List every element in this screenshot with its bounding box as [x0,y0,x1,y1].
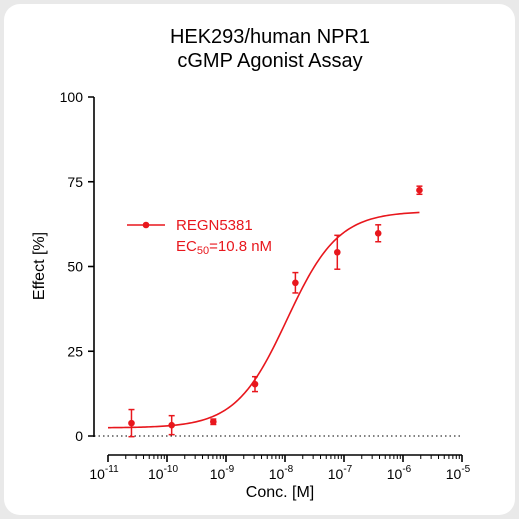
y-axis-label: Effect [%] [31,232,48,300]
data-point [210,418,217,426]
axes [88,96,463,462]
x-tick-label: 10-5 [446,464,471,482]
y-tick-label: 100 [60,89,84,105]
marker [251,380,259,388]
legend-marker [142,221,150,229]
x-tick-label: 10-8 [269,464,294,482]
y-tick-label: 0 [75,428,83,444]
y-tick-label: 25 [67,343,83,359]
marker [168,421,175,429]
fit-curve [107,211,420,429]
x-tick-label: 10-10 [148,464,178,482]
data-point [374,224,382,243]
data-points [128,185,423,438]
marker [374,229,382,237]
tick-labels: 0 25 50 75 100 10-11 10-10 10-9 10-8 10-7 10-6 10-5 [60,89,471,482]
chart-title-line-1: HEK293/human NPR1 [170,26,370,48]
marker [292,279,299,287]
y-tick-label: 75 [67,174,83,190]
marker [128,419,135,427]
data-point [416,185,423,196]
marker [416,186,423,194]
chart-title: HEK293/human NPR1 cGMP Agonist Assay [170,26,370,72]
dose-response-chart: HEK293/human NPR1 cGMP Agonist Assay 0 25… [31,26,471,501]
legend: REGN5381 EC50=10.8 nM [127,217,272,257]
data-point [128,408,135,438]
data-point [168,414,175,436]
marker [210,418,217,426]
data-point [251,375,259,393]
fit-curve-group [107,211,420,429]
data-point [334,234,341,270]
legend-ec50: EC50=10.8 nM [176,238,272,257]
x-tick-label: 10-6 [387,464,412,482]
chart-card: HEK293/human NPR1 cGMP Agonist Assay 0 25… [4,4,515,515]
data-point [292,271,299,294]
y-tick-label: 50 [67,259,83,275]
marker [334,248,341,256]
x-axis-label: Conc. [M] [246,484,314,501]
x-tick-label: 10-11 [89,464,119,482]
chart-title-line-2: cGMP Agonist Assay [177,50,362,72]
x-tick-label: 10-7 [328,464,353,482]
x-tick-label: 10-9 [210,464,235,482]
legend-series-name: REGN5381 [176,217,253,234]
